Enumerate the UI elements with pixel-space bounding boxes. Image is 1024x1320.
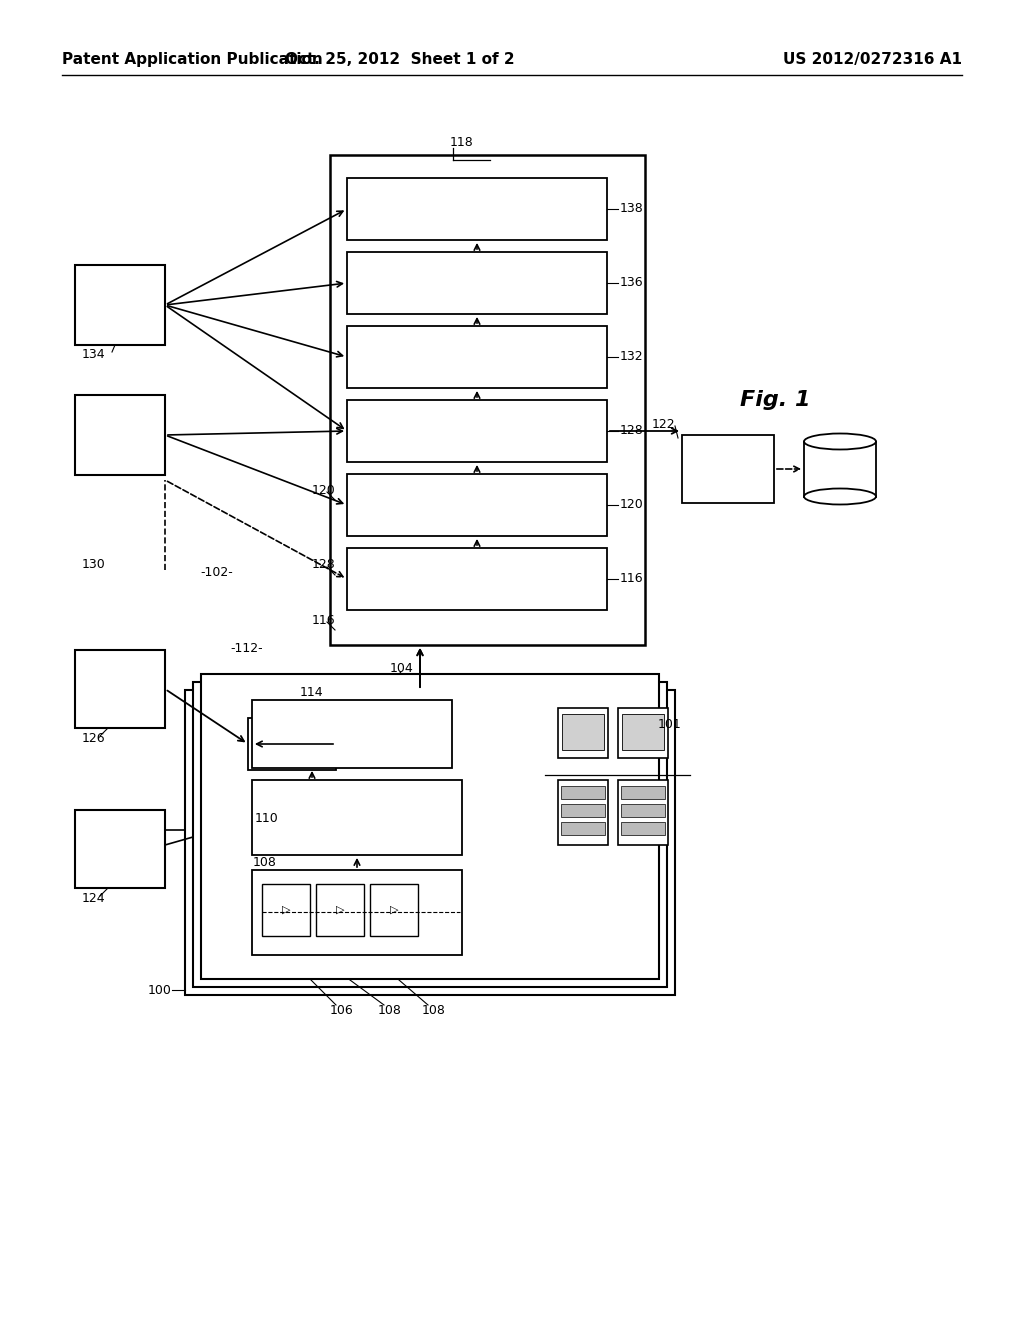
Text: 114: 114	[300, 686, 324, 700]
Ellipse shape	[804, 433, 876, 450]
Bar	[347, 178, 607, 240]
Ellipse shape	[804, 488, 876, 504]
Text: 126: 126	[82, 731, 105, 744]
Text: 138: 138	[620, 202, 644, 215]
Bar	[561, 804, 605, 817]
Text: 106: 106	[330, 1003, 353, 1016]
Bar	[347, 252, 607, 314]
Bar	[618, 708, 668, 758]
Bar	[804, 441, 876, 496]
Bar	[75, 810, 165, 888]
Bar	[562, 714, 604, 750]
Text: Fig. 1: Fig. 1	[740, 389, 811, 411]
Bar	[622, 714, 664, 750]
Bar	[316, 884, 364, 936]
Text: -112-: -112-	[230, 642, 262, 655]
Bar	[330, 154, 645, 645]
Bar	[347, 474, 607, 536]
Text: 134: 134	[82, 348, 105, 362]
Text: 130: 130	[82, 558, 105, 572]
Bar	[347, 400, 607, 462]
Text: 116: 116	[620, 573, 644, 586]
Bar	[193, 682, 667, 987]
Text: 100: 100	[148, 983, 172, 997]
Text: 108: 108	[253, 855, 276, 869]
Bar	[75, 265, 165, 345]
Bar	[252, 780, 462, 855]
Text: 136: 136	[620, 276, 644, 289]
Text: -102-: -102-	[200, 565, 232, 578]
Bar	[248, 718, 336, 770]
Text: 104: 104	[390, 661, 414, 675]
Text: 124: 124	[82, 891, 105, 904]
Text: 132: 132	[620, 351, 644, 363]
Text: Oct. 25, 2012  Sheet 1 of 2: Oct. 25, 2012 Sheet 1 of 2	[286, 51, 515, 67]
Text: ▷: ▷	[282, 906, 290, 915]
Text: 120: 120	[620, 499, 644, 511]
Text: ▷: ▷	[390, 906, 398, 915]
Text: Patent Application Publication: Patent Application Publication	[62, 51, 323, 67]
Bar	[262, 884, 310, 936]
Text: 122: 122	[651, 418, 675, 432]
Text: 118: 118	[450, 136, 474, 149]
Bar	[347, 326, 607, 388]
Bar	[621, 804, 665, 817]
Bar	[347, 548, 607, 610]
Bar	[185, 690, 675, 995]
Bar	[75, 395, 165, 475]
Text: 108: 108	[378, 1003, 401, 1016]
Bar	[252, 700, 452, 768]
Bar	[75, 649, 165, 729]
Bar	[621, 785, 665, 799]
Text: 110: 110	[255, 812, 279, 825]
Text: ▷: ▷	[336, 906, 344, 915]
Bar	[558, 708, 608, 758]
Bar	[252, 870, 462, 954]
Text: 128: 128	[312, 558, 336, 572]
Text: 116: 116	[312, 614, 336, 627]
Text: 108: 108	[422, 1003, 445, 1016]
Bar	[558, 780, 608, 845]
Bar	[682, 436, 774, 503]
Text: US 2012/0272316 A1: US 2012/0272316 A1	[783, 51, 962, 67]
Text: 128: 128	[620, 425, 644, 437]
Text: 120: 120	[312, 483, 336, 496]
Bar	[201, 675, 659, 979]
Bar	[618, 780, 668, 845]
Bar	[561, 822, 605, 836]
Text: 101: 101	[658, 718, 682, 731]
Bar	[370, 884, 418, 936]
Bar	[561, 785, 605, 799]
Bar	[621, 822, 665, 836]
